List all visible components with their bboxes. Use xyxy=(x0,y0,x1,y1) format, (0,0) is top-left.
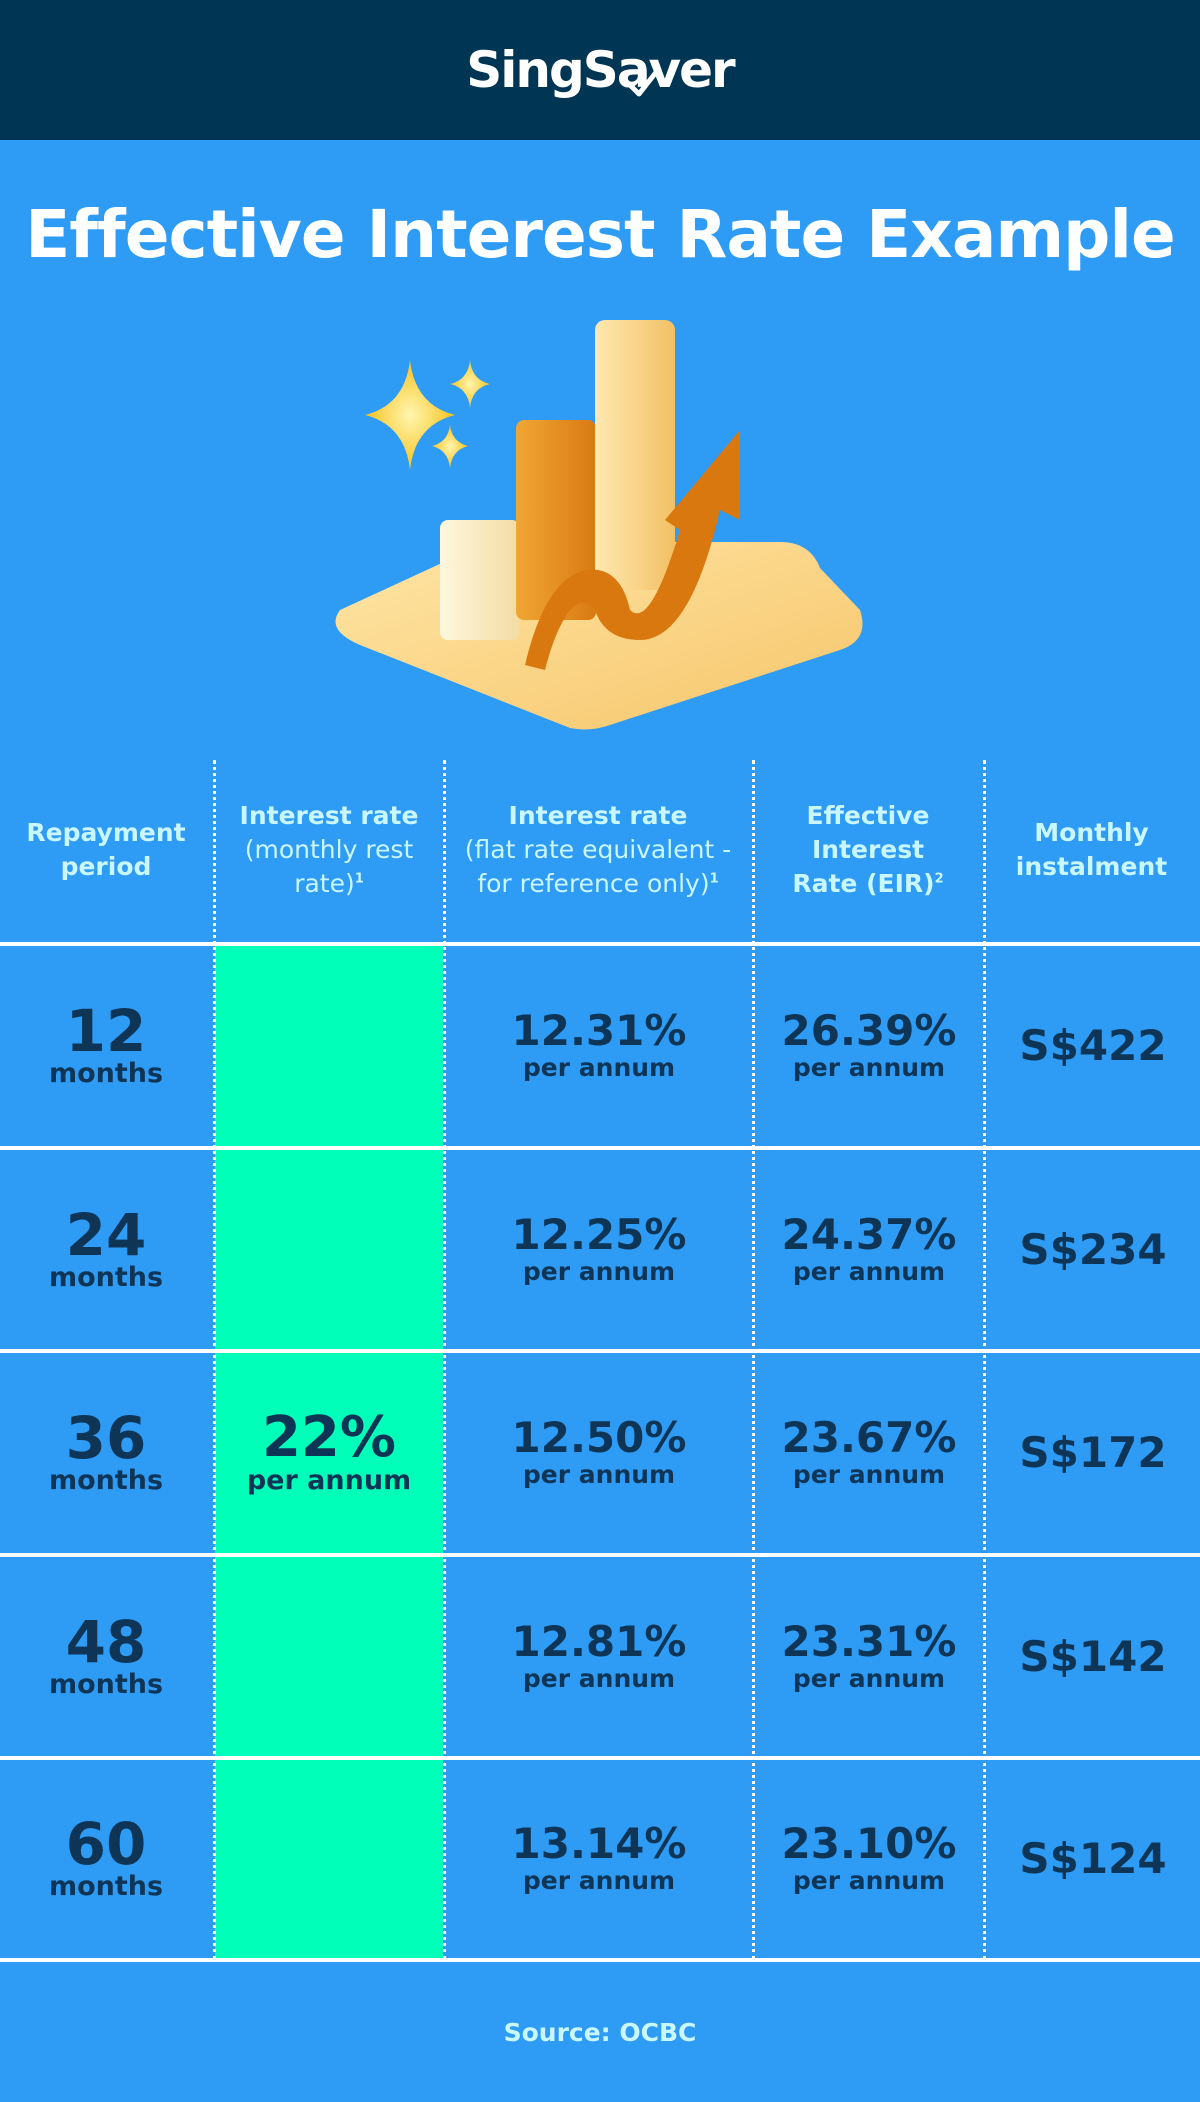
header-monthly-instalment: Monthly instalment xyxy=(983,760,1200,940)
table-row-period: 36 months xyxy=(0,1353,212,1553)
header-sublabel: (flat rate equivalent - for reference on… xyxy=(464,835,732,898)
eir-value: 23.10% xyxy=(781,1819,957,1868)
header-bar: SingSaver xyxy=(0,0,1200,140)
table-row-flat-rate: 13.14% per annum xyxy=(446,1760,752,1958)
period-unit: months xyxy=(48,1465,164,1496)
column-divider xyxy=(752,760,755,1960)
period-unit: months xyxy=(48,1668,164,1700)
table-row-instalment: S$234 xyxy=(986,1150,1200,1349)
table-row-instalment: S$422 xyxy=(986,946,1200,1146)
table-row-instalment: S$172 xyxy=(986,1353,1200,1553)
monthly-rest-rate-column xyxy=(215,946,443,1960)
table-row-instalment: S$124 xyxy=(986,1760,1200,1958)
eir-value: 23.67% xyxy=(781,1413,957,1462)
instalment-value: S$142 xyxy=(1019,1631,1167,1681)
flat-rate-unit: per annum xyxy=(522,1460,676,1489)
flat-rate-value: 12.81% xyxy=(511,1616,687,1666)
table-divider xyxy=(0,1349,1200,1353)
footnote-1: 1 xyxy=(709,871,719,887)
flat-rate-value: 13.14% xyxy=(511,1819,687,1868)
eir-unit: per annum xyxy=(792,1460,946,1489)
table-row-flat-rate: 12.31% per annum xyxy=(446,946,752,1146)
logo-text: SingSaver xyxy=(466,41,735,99)
table-divider xyxy=(0,1146,1200,1150)
eir-value: 26.39% xyxy=(781,1006,957,1055)
flat-rate-value: 12.25% xyxy=(511,1209,687,1259)
period-value: 12 xyxy=(65,997,147,1065)
flat-rate-unit: per annum xyxy=(522,1256,676,1286)
header-label: Repayment period xyxy=(26,818,186,881)
header-flat-rate: Interest rate (flat rate equivalent - fo… xyxy=(443,760,753,940)
table-row-eir: 23.31% per annum xyxy=(755,1557,983,1756)
source-note: Source: OCBC xyxy=(503,2018,697,2047)
rate-value: 22% xyxy=(261,1405,397,1470)
period-unit: months xyxy=(48,1058,164,1089)
bar-chart-growth-icon xyxy=(335,320,863,730)
flat-rate-unit: per annum xyxy=(522,1053,676,1082)
header-repayment-period: Repayment period xyxy=(0,760,212,940)
header-label: Effective Interest Rate (EIR) xyxy=(792,801,935,898)
flat-rate-unit: per annum xyxy=(522,1663,676,1693)
table-row-period: 12 months xyxy=(0,946,212,1146)
period-value: 36 xyxy=(65,1404,147,1472)
period-value: 60 xyxy=(65,1810,147,1878)
header-label: Interest rate xyxy=(508,801,688,830)
instalment-value: S$422 xyxy=(1019,1021,1167,1070)
table-row-flat-rate: 12.25% per annum xyxy=(446,1150,752,1349)
column-divider xyxy=(443,760,446,1960)
table-row-flat-rate: 12.81% per annum xyxy=(446,1557,752,1756)
table-divider xyxy=(0,1756,1200,1760)
period-unit: months xyxy=(48,1871,164,1902)
table-row-instalment: S$142 xyxy=(986,1557,1200,1756)
table-row-period: 24 months xyxy=(0,1150,212,1349)
table-row-eir: 26.39% per annum xyxy=(755,946,983,1146)
instalment-value: S$172 xyxy=(1019,1428,1167,1477)
period-value: 24 xyxy=(65,1200,147,1269)
eir-unit: per annum xyxy=(792,1256,946,1286)
column-divider xyxy=(983,760,986,1960)
table-row-period: 60 months xyxy=(0,1760,212,1958)
table-row-period: 48 months xyxy=(0,1557,212,1756)
eir-value: 23.31% xyxy=(781,1616,957,1666)
flat-rate-value: 12.50% xyxy=(511,1413,687,1462)
instalment-value: S$124 xyxy=(1019,1834,1167,1883)
eir-unit: per annum xyxy=(792,1866,946,1895)
monthly-rest-rate-value: 22% per annum xyxy=(215,946,443,1960)
table-row-eir: 24.37% per annum xyxy=(755,1150,983,1349)
eir-value: 24.37% xyxy=(781,1209,957,1259)
page-title: Effective Interest Rate Example xyxy=(25,196,1176,273)
eir-unit: per annum xyxy=(792,1663,946,1693)
period-value: 48 xyxy=(65,1607,147,1676)
table-divider xyxy=(0,1958,1200,1962)
header-monthly-rest-rate: Interest rate (monthly rest rate)1 xyxy=(215,760,443,940)
period-unit: months xyxy=(48,1261,164,1293)
header-label: Monthly instalment xyxy=(1015,818,1168,881)
header-sublabel: (monthly rest rate) xyxy=(244,835,414,898)
eir-unit: per annum xyxy=(792,1053,946,1082)
table-row-flat-rate: 12.50% per annum xyxy=(446,1353,752,1553)
logo-check-icon xyxy=(627,68,660,97)
footnote-1: 1 xyxy=(354,871,364,887)
table-row-eir: 23.67% per annum xyxy=(755,1353,983,1553)
instalment-value: S$234 xyxy=(1019,1224,1167,1274)
column-divider xyxy=(213,760,216,1960)
flat-rate-value: 12.31% xyxy=(511,1006,687,1055)
table-divider xyxy=(0,1553,1200,1557)
flat-rate-unit: per annum xyxy=(522,1866,676,1895)
table-divider xyxy=(0,942,1200,946)
header-eir: Effective Interest Rate (EIR)2 xyxy=(753,760,983,940)
table-row-eir: 23.10% per annum xyxy=(755,1760,983,1958)
header-label: Interest rate xyxy=(239,801,419,830)
rate-unit: per annum xyxy=(246,1465,412,1496)
interest-rate-table: Repayment period Interest rate (monthly … xyxy=(0,760,1200,1970)
footnote-2: 2 xyxy=(934,871,944,887)
singsaver-logo: SingSaver xyxy=(466,41,735,99)
